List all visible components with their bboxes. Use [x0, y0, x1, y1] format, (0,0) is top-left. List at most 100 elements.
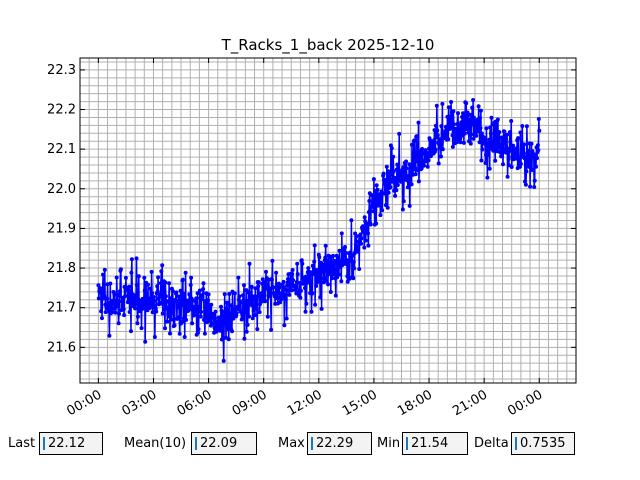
y-tick-label: 21.9	[47, 221, 76, 236]
data-point	[462, 131, 467, 136]
data-point	[225, 300, 229, 305]
data-point	[339, 231, 344, 236]
data-point	[206, 292, 211, 297]
data-point	[267, 294, 272, 299]
data-point	[100, 316, 104, 321]
data-point	[300, 261, 305, 266]
data-point	[187, 301, 192, 305]
last-value-box[interactable]: 22.12	[39, 432, 103, 455]
data-point	[152, 335, 157, 339]
data-point	[135, 314, 140, 319]
data-point	[458, 140, 463, 145]
data-point	[384, 164, 389, 169]
data-point	[474, 122, 479, 127]
data-point	[229, 303, 234, 308]
data-point	[253, 313, 257, 318]
data-point	[195, 291, 200, 296]
mean-value-box[interactable]: 22.09	[191, 432, 257, 455]
data-point	[127, 284, 132, 289]
data-point	[303, 286, 307, 291]
data-point	[400, 207, 405, 212]
data-point	[254, 306, 259, 311]
data-point	[259, 291, 264, 296]
data-point	[375, 187, 380, 192]
data-point	[214, 328, 219, 333]
data-point	[484, 126, 489, 131]
data-point	[199, 309, 204, 314]
data-point	[132, 294, 137, 299]
x-tick-label: 00:00	[505, 387, 545, 419]
data-point	[116, 304, 121, 309]
data-point	[213, 309, 218, 314]
data-point	[129, 329, 133, 334]
data-point	[244, 329, 249, 334]
data-point	[385, 205, 390, 210]
data-point	[269, 327, 274, 332]
data-point	[293, 283, 298, 288]
data-point	[440, 147, 445, 152]
data-point	[238, 300, 243, 305]
data-point	[274, 290, 279, 295]
data-point	[211, 313, 216, 317]
data-point	[295, 261, 300, 266]
data-point	[361, 230, 366, 234]
data-point	[489, 115, 494, 120]
max-value-box[interactable]: 22.29	[307, 432, 372, 455]
data-point	[287, 292, 292, 297]
data-point	[150, 291, 155, 296]
data-point	[258, 294, 263, 299]
min-label: Min	[377, 436, 401, 451]
delta-value-box[interactable]: 0.7535	[511, 432, 575, 455]
x-tick-label: 09:00	[230, 387, 270, 419]
data-point	[506, 163, 511, 168]
data-point	[306, 266, 311, 271]
min-value-box[interactable]: 21.54	[402, 432, 468, 455]
data-point	[395, 162, 400, 167]
data-point	[309, 309, 314, 314]
data-point	[464, 127, 469, 131]
data-point	[250, 316, 255, 321]
data-point	[425, 164, 430, 169]
data-point	[127, 310, 132, 314]
data-point	[188, 307, 193, 312]
data-point	[490, 140, 495, 145]
data-point	[125, 300, 130, 305]
data-point	[222, 292, 227, 297]
data-point	[458, 136, 463, 141]
data-point	[101, 272, 105, 277]
y-tick-label: 22.1	[47, 142, 76, 157]
data-point	[359, 236, 364, 241]
data-point	[501, 162, 505, 167]
data-point	[103, 310, 108, 315]
data-point	[122, 313, 127, 318]
data-point	[294, 280, 299, 284]
data-point	[497, 130, 502, 135]
data-point	[105, 296, 110, 301]
data-point	[475, 129, 480, 134]
data-point	[249, 284, 254, 289]
data-point	[522, 142, 527, 147]
data-point	[405, 185, 410, 190]
data-point	[529, 168, 534, 172]
x-tick-label: 18:00	[395, 387, 435, 419]
data-point	[241, 298, 246, 303]
data-point	[344, 260, 349, 265]
data-point	[462, 111, 467, 116]
data-point	[177, 331, 182, 336]
data-point	[136, 274, 141, 279]
data-point	[366, 231, 370, 236]
data-point	[316, 278, 321, 283]
data-point	[198, 314, 203, 319]
data-point	[419, 166, 424, 171]
data-point	[416, 120, 421, 125]
data-point	[134, 283, 139, 287]
data-point	[285, 280, 290, 285]
data-point	[298, 295, 303, 300]
data-point	[493, 158, 498, 163]
data-point	[313, 302, 318, 307]
data-point	[535, 156, 539, 161]
data-point	[180, 277, 185, 282]
data-point	[378, 213, 383, 218]
data-point	[242, 283, 246, 288]
data-point	[172, 323, 177, 328]
